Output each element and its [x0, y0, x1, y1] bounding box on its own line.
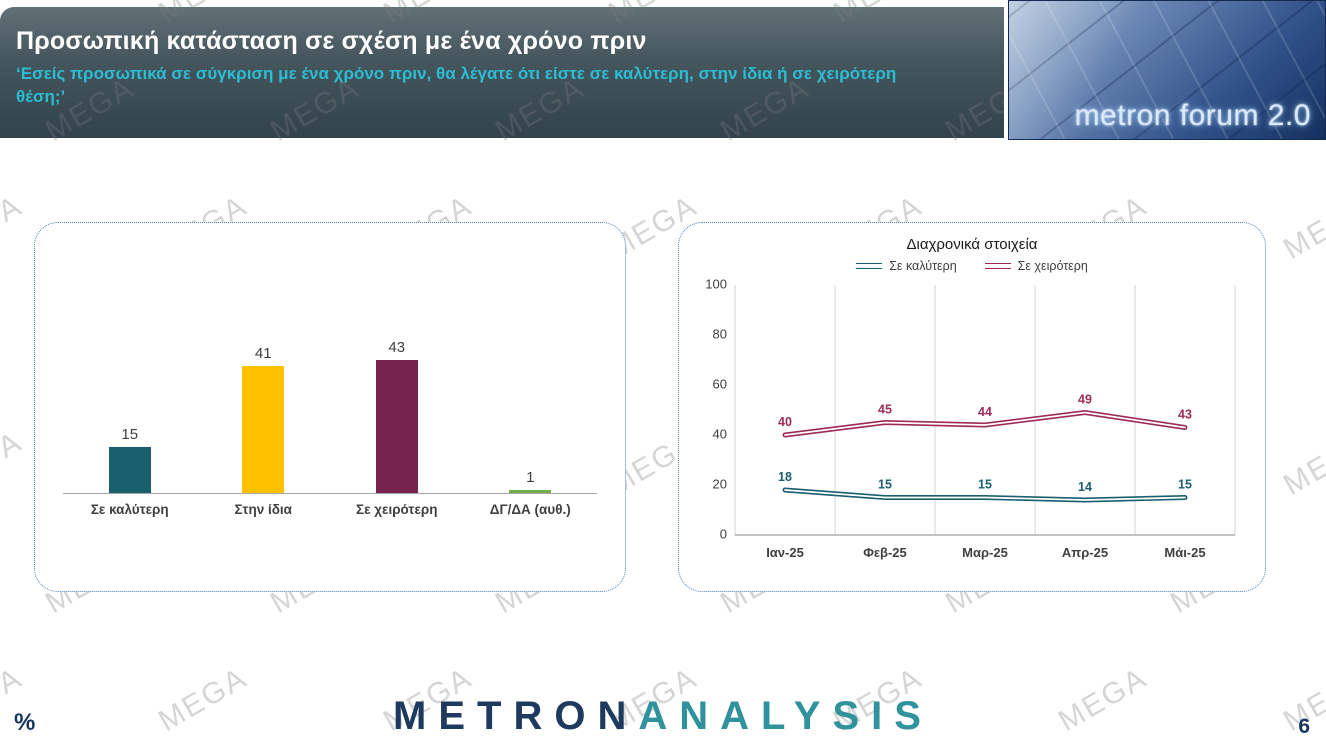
mega-watermark: MEGA	[0, 189, 28, 266]
legend-label: Σε χειρότερη	[1017, 259, 1088, 273]
bar-column: 41	[197, 345, 331, 493]
data-point-label: 18	[778, 470, 792, 484]
line-chart-panel: Διαχρονικά στοιχεία Σε καλύτερη Σε χειρότ…	[678, 222, 1266, 592]
bar-category-label: ΔΓ/ΔΑ (αυθ.)	[489, 502, 571, 517]
metron-analysis-logo: METRONANALYSIS	[0, 694, 1326, 739]
bar	[108, 446, 151, 493]
bar-column: 15	[63, 425, 197, 493]
bar-value-label: 15	[121, 425, 139, 443]
data-point-label: 15	[878, 478, 892, 492]
bar-category-label: Σε χειρότερη	[356, 502, 438, 517]
bar	[375, 359, 418, 493]
bar-value-label: 43	[388, 338, 406, 356]
line-chart-title: Διαχρονικά στοιχεία	[906, 236, 1038, 253]
legend-line-swatch	[856, 263, 883, 269]
bar-category-label: Σε καλύτερη	[90, 502, 169, 517]
series-line-core-1	[784, 411, 1186, 436]
metron-forum-logo-text: metron forum 2.0	[1074, 99, 1311, 132]
mega-watermark: MEGA	[1277, 425, 1326, 502]
x-tick-label: Μαρ-25	[962, 545, 1008, 560]
data-point-label: 15	[1178, 478, 1192, 492]
bar	[242, 365, 285, 493]
data-point-label: 45	[878, 403, 892, 417]
metron-forum-logo: metron forum 2.0	[1008, 0, 1326, 140]
data-point-label: 49	[1078, 393, 1092, 407]
x-tick-label: Ιαν-25	[766, 545, 804, 560]
data-point-label: 14	[1078, 480, 1092, 494]
brand-analysis: ANALYSIS	[638, 694, 933, 738]
line-chart-legend: Σε καλύτερη Σε χειρότερη	[679, 259, 1265, 273]
bar-value-label: 41	[254, 344, 272, 362]
bar-value-label: 1	[526, 468, 535, 486]
x-tick-label: Φεβ-25	[863, 545, 907, 560]
bar	[509, 489, 552, 493]
legend-label: Σε καλύτερη	[889, 259, 957, 273]
mega-watermark: MEGA	[1277, 189, 1326, 266]
bar-category-axis: Σε καλύτερη Στην ίδια Σε χειρότερη ΔΓ/ΔΑ (α…	[63, 502, 597, 517]
data-point-label: 44	[978, 405, 992, 419]
x-tick-label: Απρ-25	[1062, 545, 1108, 560]
legend-line-swatch	[984, 263, 1011, 269]
data-point-label: 15	[978, 478, 992, 492]
unit-percent-label: %	[14, 709, 36, 736]
y-tick-label: 80	[713, 326, 727, 341]
x-tick-label: Μάι-25	[1164, 545, 1205, 560]
bar-column: 43	[330, 339, 464, 493]
legend-item: Σε χειρότερη	[984, 259, 1088, 273]
mega-watermark: MEGA	[0, 425, 28, 502]
brand-metron: METRON	[393, 694, 639, 738]
page-subtitle: ‘Εσείς προσωπικά σε σύγκριση με ένα χρόν…	[16, 64, 897, 106]
y-tick-label: 60	[713, 376, 727, 391]
bar-category-label: Στην ίδια	[234, 502, 292, 517]
y-tick-label: 40	[713, 426, 727, 441]
series-line-core-0	[784, 489, 1186, 501]
data-point-label: 43	[1178, 408, 1192, 422]
y-tick-label: 100	[705, 276, 727, 291]
page-title: Προσωπική κατάσταση σε σχέση με ένα χρόν…	[16, 27, 647, 55]
bar-plot-area: 15 41 43 1	[63, 293, 597, 494]
y-tick-label: 20	[713, 476, 727, 491]
y-tick-label: 0	[720, 526, 727, 541]
line-chart: 0 20 40 60 80 100 Ιαν-25 Φεβ-25 Μαρ-25 Απρ-25 Μάι-…	[705, 276, 1236, 560]
page-number: 6	[1298, 715, 1310, 738]
bar-column: 1	[464, 469, 598, 493]
bar-chart-panel: 15 41 43 1 Σε καλύτερη Στην ίδια Σε χειρότερη…	[34, 222, 626, 592]
legend-item: Σε καλύτερη	[856, 259, 957, 273]
bar-chart: 15 41 43 1 Σε καλύτερη Στην ίδια Σε χειρότερη…	[63, 293, 597, 517]
data-point-label: 40	[778, 415, 792, 429]
